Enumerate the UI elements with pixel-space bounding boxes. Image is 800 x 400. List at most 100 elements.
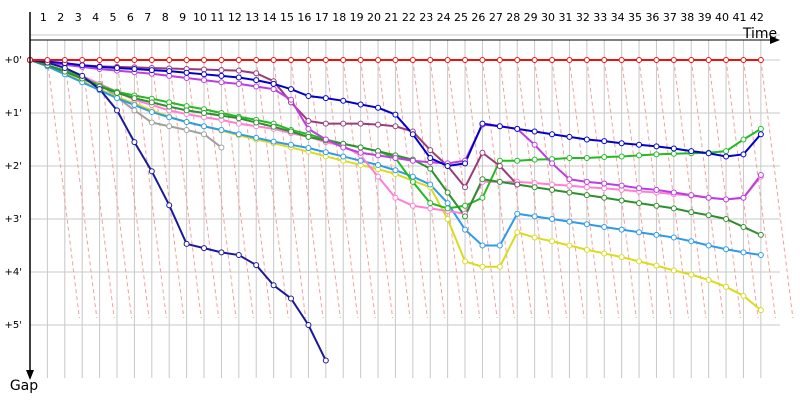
data-point	[549, 238, 556, 245]
data-point	[479, 149, 486, 156]
data-point	[653, 231, 660, 238]
data-point	[114, 64, 121, 71]
data-point	[409, 131, 416, 138]
data-point	[357, 144, 364, 151]
data-point	[514, 181, 521, 188]
x-tick-label: 21	[384, 11, 398, 24]
data-point	[740, 249, 747, 256]
x-tick-label: 10	[193, 11, 207, 24]
data-point	[705, 212, 712, 219]
lap-line	[46, 59, 80, 319]
data-point	[601, 185, 608, 192]
lap-line	[99, 59, 133, 319]
data-point	[670, 267, 677, 274]
data-point	[462, 213, 469, 220]
data-point	[218, 67, 225, 74]
data-point	[131, 66, 138, 73]
data-point	[218, 79, 225, 86]
data-point	[427, 205, 434, 212]
y-tick-label: +1'	[5, 108, 23, 119]
data-point	[392, 155, 399, 162]
x-tick-label: 40	[715, 11, 729, 24]
x-tick-label: 16	[297, 11, 311, 24]
data-point	[531, 57, 538, 63]
x-tick-label: 11	[210, 11, 224, 24]
data-point	[444, 189, 451, 196]
data-point	[253, 119, 260, 126]
data-point	[670, 57, 677, 63]
data-point	[218, 126, 225, 133]
data-point	[305, 125, 312, 132]
data-point	[288, 57, 295, 63]
data-point	[653, 151, 660, 158]
data-point	[392, 167, 399, 174]
data-point	[601, 180, 608, 187]
data-point	[601, 57, 608, 63]
data-point	[723, 153, 730, 160]
y-tick-label: +2'	[5, 161, 23, 172]
data-point	[688, 148, 695, 155]
y-tick-label: +4'	[5, 267, 23, 278]
data-point	[357, 57, 364, 63]
data-point	[166, 123, 173, 130]
data-point	[723, 246, 730, 253]
lap-line	[64, 59, 98, 319]
data-point	[253, 57, 260, 63]
data-point	[583, 184, 590, 191]
data-point	[357, 120, 364, 127]
data-point	[479, 57, 486, 63]
data-point	[723, 283, 730, 290]
data-point	[549, 160, 556, 167]
data-point	[114, 95, 121, 102]
data-point	[131, 139, 138, 146]
x-tick-label: 23	[419, 11, 433, 24]
data-point	[114, 107, 121, 114]
data-point	[723, 196, 730, 203]
data-point	[757, 252, 764, 259]
data-point	[322, 95, 329, 102]
data-point	[270, 57, 277, 63]
series-markers	[27, 57, 764, 364]
x-tick-label: 26	[471, 11, 485, 24]
x-axis-arrow	[770, 36, 780, 44]
data-point	[549, 186, 556, 193]
data-point	[427, 147, 434, 154]
data-point	[340, 153, 347, 160]
data-point	[740, 223, 747, 230]
data-point	[270, 80, 277, 87]
x-tick-label: 29	[524, 11, 538, 24]
lap-line	[168, 59, 202, 319]
data-point	[96, 57, 103, 63]
data-point	[479, 242, 486, 249]
data-point	[601, 223, 608, 230]
lap-line	[342, 59, 376, 319]
data-point	[392, 194, 399, 201]
data-point	[636, 229, 643, 236]
data-point	[636, 258, 643, 265]
data-point	[409, 178, 416, 185]
data-point	[757, 231, 764, 238]
data-point	[583, 155, 590, 162]
x-tick-label: 24	[437, 11, 451, 24]
data-point	[566, 133, 573, 140]
data-point	[636, 141, 643, 148]
data-point	[514, 125, 521, 132]
data-point	[601, 250, 608, 257]
lap-line	[464, 59, 498, 319]
data-point	[253, 70, 260, 77]
data-point	[183, 119, 190, 126]
x-tick-label: 17	[315, 11, 329, 24]
data-point	[114, 89, 121, 96]
data-point	[531, 156, 538, 163]
data-point	[288, 141, 295, 148]
x-tick-label: 3	[75, 11, 82, 24]
data-point	[479, 263, 486, 270]
data-point	[148, 67, 155, 74]
x-tick-label: 39	[698, 11, 712, 24]
lap-line	[760, 59, 794, 319]
data-point	[201, 123, 208, 130]
data-point	[496, 242, 503, 249]
data-point	[253, 134, 260, 141]
lap-line	[203, 59, 237, 319]
data-point	[166, 72, 173, 79]
